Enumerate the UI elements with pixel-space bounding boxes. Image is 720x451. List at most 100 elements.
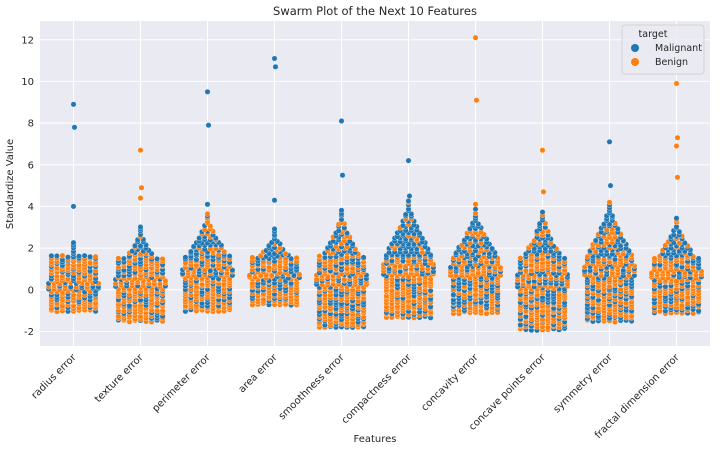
- outlier-point: [674, 174, 681, 181]
- swarm-point: [293, 255, 300, 261]
- swarm-point: [561, 255, 568, 262]
- swarm-point: [651, 255, 658, 262]
- swarm-point: [360, 254, 367, 261]
- swarm-point: [137, 224, 144, 230]
- outlier-point: [271, 55, 278, 62]
- outlier-point: [70, 101, 77, 108]
- y-tick-label: 2: [28, 244, 34, 255]
- outlier-point: [339, 172, 346, 179]
- x-tick-label: symmetry error: [552, 352, 616, 416]
- y-axis-title: Standardize Value: [5, 139, 16, 229]
- swarm-point: [188, 248, 194, 255]
- swarm-point: [54, 253, 60, 259]
- outlier-point: [71, 124, 78, 131]
- legend-marker-benign: [631, 58, 639, 66]
- legend: target Malignant Benign: [621, 24, 705, 75]
- swarm-point: [695, 255, 702, 262]
- outlier-point: [137, 147, 144, 154]
- outlier-point: [405, 157, 412, 164]
- y-tick-label: 6: [28, 160, 34, 171]
- outlier-point: [673, 80, 680, 87]
- swarm-point: [606, 199, 613, 206]
- swarm-point: [268, 272, 275, 279]
- swarm-point: [226, 253, 233, 259]
- swarm-point: [249, 254, 256, 261]
- y-tick-label: 12: [21, 35, 34, 46]
- swarm-point: [59, 252, 66, 259]
- swarm-point: [472, 206, 479, 212]
- chart-title: Swarm Plot of the Next 10 Features: [273, 4, 477, 18]
- outlier-point: [606, 138, 613, 145]
- swarm-point: [539, 209, 546, 215]
- swarm-point: [92, 253, 99, 260]
- swarm-point: [182, 254, 189, 261]
- outlier-point: [271, 197, 278, 204]
- legend-title: target: [639, 29, 668, 40]
- outlier-point: [338, 118, 345, 124]
- outlier-point: [607, 182, 614, 189]
- swarm-point: [87, 253, 93, 260]
- y-axis-ticks: -2 0 2 4 6 8 10 12: [21, 35, 34, 338]
- swarm-point: [592, 237, 599, 244]
- outlier-point: [472, 34, 479, 41]
- y-tick-label: 10: [21, 77, 34, 88]
- x-tick-label: compactness error: [340, 352, 415, 427]
- outlier-point: [472, 201, 479, 208]
- legend-label-benign: Benign: [655, 57, 688, 68]
- outlier-point: [674, 134, 681, 141]
- swarm-point: [316, 253, 323, 259]
- x-tick-label: smoothness error: [277, 352, 347, 422]
- swarm-point: [196, 235, 203, 241]
- outlier-point: [204, 201, 211, 208]
- legend-marker-malignant: [631, 44, 639, 52]
- outlier-point: [473, 97, 480, 104]
- swarm-point: [405, 198, 412, 204]
- swarm-point: [673, 215, 680, 222]
- legend-label-malignant: Malignant: [655, 43, 702, 54]
- swarm-point: [489, 245, 495, 252]
- swarm-point: [204, 211, 211, 217]
- x-axis-title: Features: [354, 434, 397, 445]
- swarm-points: [45, 34, 705, 334]
- legend-frame: [621, 24, 705, 75]
- swarm-point: [282, 250, 289, 257]
- swarm-point: [207, 267, 214, 274]
- swarm-point: [154, 256, 160, 262]
- outlier-point: [540, 188, 547, 195]
- swarm-point: [402, 211, 409, 218]
- outlier-point: [673, 143, 680, 149]
- swarm-point: [338, 207, 345, 214]
- outlier-point: [539, 147, 546, 154]
- x-tick-label: perimeter error: [150, 352, 213, 415]
- outlier-point: [138, 184, 145, 191]
- x-tick-label: concavity error: [419, 352, 481, 414]
- x-tick-label: concave points error: [467, 352, 548, 433]
- swarm-point: [81, 252, 88, 259]
- outlier-point: [137, 195, 144, 201]
- swarm-point: [137, 243, 144, 249]
- swarm-point: [159, 256, 166, 262]
- x-axis-ticks: radius error texture error perimeter error…: [30, 352, 683, 441]
- swarm-point: [76, 253, 82, 260]
- swarm-point: [121, 255, 127, 262]
- swarm-point: [517, 255, 524, 261]
- y-tick-label: 8: [28, 119, 34, 130]
- y-tick-label: -2: [24, 327, 34, 338]
- outlier-point: [272, 63, 279, 70]
- swarm-point: [271, 226, 278, 232]
- swarm-point: [681, 240, 688, 246]
- x-tick-label: area error: [237, 352, 281, 396]
- y-tick-label: 0: [28, 285, 34, 296]
- swarm-point: [115, 255, 122, 262]
- y-tick-label: 4: [28, 202, 34, 213]
- x-tick-label: radius error: [30, 352, 80, 402]
- outlier-point: [70, 203, 77, 210]
- outlier-point: [406, 193, 413, 199]
- outlier-point: [205, 122, 212, 129]
- outlier-point: [204, 88, 211, 95]
- swarm-point: [65, 254, 71, 261]
- swarm-point: [48, 252, 55, 259]
- x-tick-label: texture error: [93, 352, 146, 405]
- swarm-point: [70, 239, 77, 246]
